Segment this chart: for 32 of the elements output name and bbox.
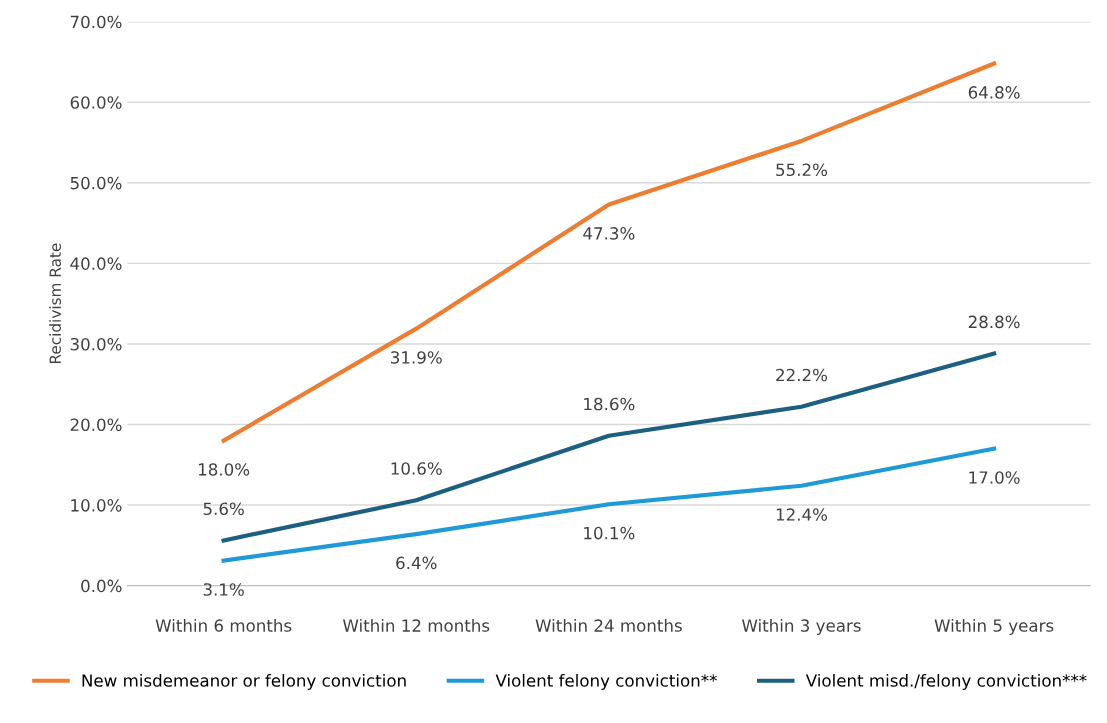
data-label: 12.4% <box>776 508 828 521</box>
x-tick-label: Within 12 months <box>342 618 490 632</box>
legend-label: New misdemeanor or felony conviction <box>82 673 406 691</box>
y-tick-label: 10.0% <box>71 499 122 512</box>
data-label: 10.6% <box>391 462 442 475</box>
y-tick-label: 0.0% <box>81 579 122 593</box>
data-label: 31.9% <box>391 351 442 364</box>
y-axis-title: Recidivism Rate <box>49 243 61 364</box>
data-label: 5.6% <box>203 502 244 516</box>
x-tick-label: Within 5 years <box>934 618 1054 636</box>
data-label: 6.4% <box>396 556 437 570</box>
y-tick-label: 60.0% <box>70 96 122 109</box>
data-label: 64.8% <box>968 86 1020 99</box>
y-tick-label: 30.0% <box>70 337 122 351</box>
data-label: 55.2% <box>776 163 828 177</box>
data-label: 18.0% <box>198 463 250 476</box>
y-tick-label: 70.0% <box>70 15 122 29</box>
data-label: 22.2% <box>776 368 828 382</box>
y-tick-label: 50.0% <box>70 176 122 190</box>
data-label: 10.1% <box>584 526 635 540</box>
x-tick-label: Within 3 years <box>741 618 861 636</box>
y-tick-label: 20.0% <box>70 418 122 432</box>
legend-label: Violent felony conviction** <box>495 673 717 691</box>
data-label: 18.6% <box>584 397 635 411</box>
data-label: 3.1% <box>203 583 244 596</box>
data-label: 17.0% <box>969 471 1020 484</box>
x-tick-label: Within 24 months <box>535 618 682 632</box>
y-tick-label: 40.0% <box>70 257 122 270</box>
data-label: 47.3% <box>583 227 635 240</box>
x-tick-label: Within 6 months <box>155 618 292 632</box>
data-label: 28.8% <box>968 315 1020 329</box>
legend-label: Violent misd./felony conviction*** <box>805 673 1087 691</box>
